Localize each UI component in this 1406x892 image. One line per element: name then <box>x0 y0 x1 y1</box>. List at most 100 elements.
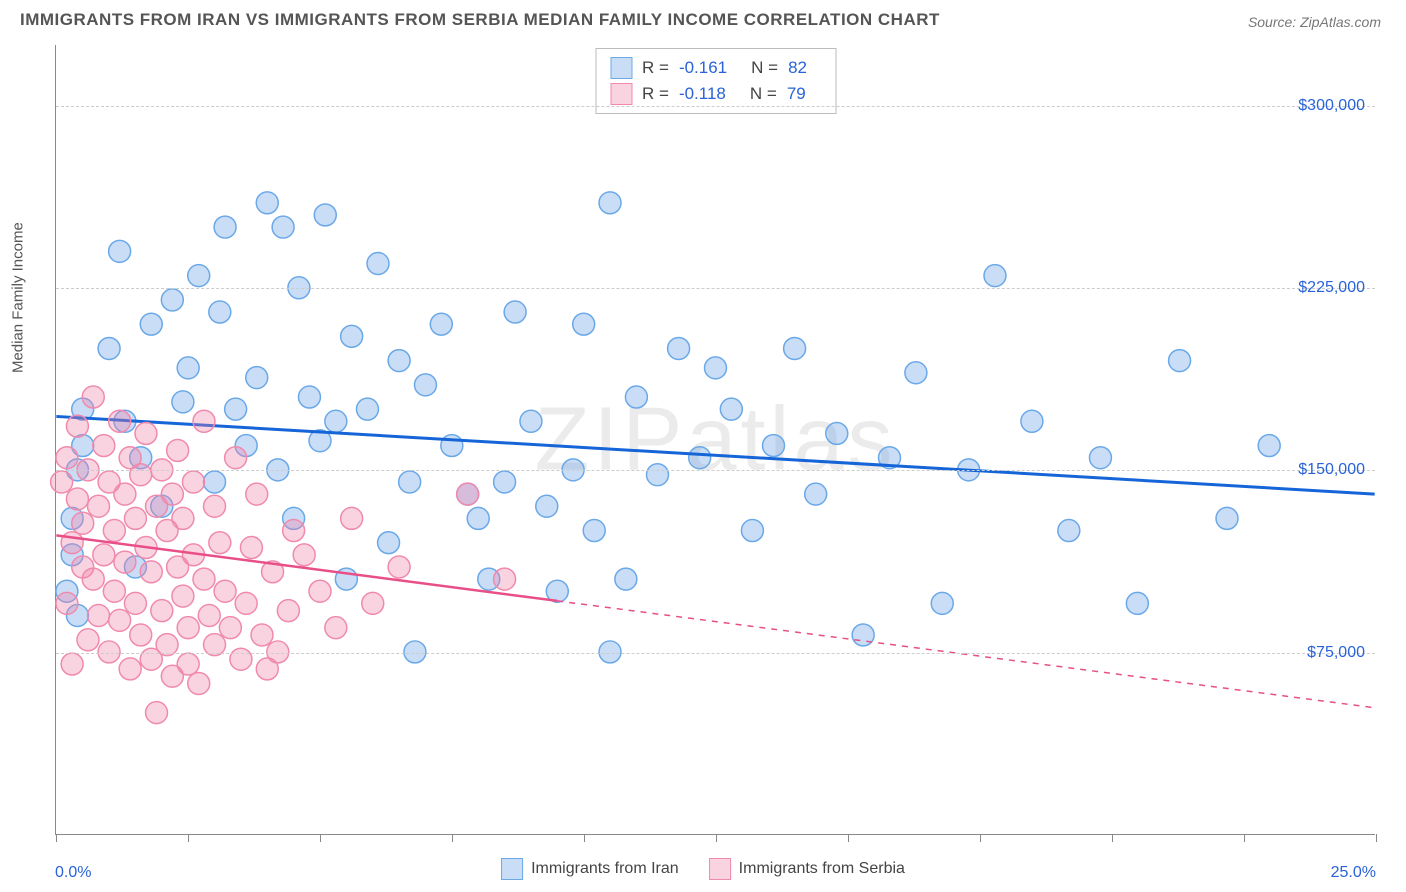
data-point-serbia <box>494 568 516 590</box>
data-point-serbia <box>172 585 194 607</box>
data-point-iran <box>414 374 436 396</box>
data-point-iran <box>161 289 183 311</box>
data-point-iran <box>905 362 927 384</box>
data-point-iran <box>520 410 542 432</box>
data-point-serbia <box>77 629 99 651</box>
data-point-serbia <box>109 609 131 631</box>
data-point-iran <box>741 520 763 542</box>
swatch-iran <box>501 858 523 880</box>
data-point-iran <box>272 216 294 238</box>
data-point-iran <box>246 367 268 389</box>
data-point-iran <box>615 568 637 590</box>
gridline-h <box>56 470 1375 471</box>
data-point-iran <box>984 265 1006 287</box>
y-axis-title: Median Family Income <box>10 222 27 373</box>
y-tick-label: $75,000 <box>1307 644 1365 662</box>
data-point-serbia <box>209 532 231 554</box>
data-point-serbia <box>251 624 273 646</box>
chart-source: Source: ZipAtlas.com <box>1248 14 1381 30</box>
y-tick-label: $225,000 <box>1298 279 1365 297</box>
data-point-serbia <box>230 648 252 670</box>
data-point-serbia <box>388 556 410 578</box>
data-point-serbia <box>167 439 189 461</box>
data-point-iran <box>668 337 690 359</box>
data-point-serbia <box>82 386 104 408</box>
data-point-iran <box>341 325 363 347</box>
data-point-serbia <box>72 512 94 534</box>
x-tick <box>56 834 57 842</box>
data-point-iran <box>177 357 199 379</box>
data-point-serbia <box>119 658 141 680</box>
x-axis-min-label: 0.0% <box>55 864 91 882</box>
data-point-iran <box>1021 410 1043 432</box>
data-point-serbia <box>103 580 125 602</box>
data-point-serbia <box>130 624 152 646</box>
data-point-iran <box>1089 447 1111 469</box>
data-point-serbia <box>114 483 136 505</box>
data-point-iran <box>599 192 621 214</box>
data-point-serbia <box>151 600 173 622</box>
data-point-iran <box>1258 435 1280 457</box>
data-point-serbia <box>188 672 210 694</box>
data-point-iran <box>784 337 806 359</box>
x-tick <box>1112 834 1113 842</box>
data-point-iran <box>763 435 785 457</box>
data-point-iran <box>720 398 742 420</box>
data-point-iran <box>1216 507 1238 529</box>
data-point-serbia <box>172 507 194 529</box>
swatch-serbia <box>709 858 731 880</box>
data-point-serbia <box>177 653 199 675</box>
data-point-serbia <box>114 551 136 573</box>
data-point-serbia <box>283 520 305 542</box>
data-point-iran <box>314 204 336 226</box>
data-point-serbia <box>193 568 215 590</box>
data-point-serbia <box>193 410 215 432</box>
data-point-iran <box>367 253 389 275</box>
data-point-serbia <box>61 653 83 675</box>
data-point-iran <box>172 391 194 413</box>
data-point-serbia <box>161 483 183 505</box>
data-point-iran <box>430 313 452 335</box>
data-point-serbia <box>146 702 168 724</box>
data-point-serbia <box>51 471 73 493</box>
data-point-serbia <box>88 495 110 517</box>
data-point-serbia <box>124 592 146 614</box>
gridline-h <box>56 288 1375 289</box>
gridline-h <box>56 653 1375 654</box>
data-point-iran <box>388 350 410 372</box>
data-point-serbia <box>182 471 204 493</box>
data-point-serbia <box>135 422 157 444</box>
x-tick <box>188 834 189 842</box>
data-point-serbia <box>66 488 88 510</box>
data-point-iran <box>805 483 827 505</box>
data-point-serbia <box>235 592 257 614</box>
data-point-serbia <box>309 580 331 602</box>
data-point-iran <box>214 216 236 238</box>
legend-item-serbia: Immigrants from Serbia <box>709 858 905 880</box>
data-point-serbia <box>124 507 146 529</box>
data-point-iran <box>298 386 320 408</box>
data-point-iran <box>494 471 516 493</box>
data-point-serbia <box>56 592 78 614</box>
data-point-serbia <box>225 447 247 469</box>
data-point-iran <box>399 471 421 493</box>
x-tick <box>716 834 717 842</box>
data-point-serbia <box>130 464 152 486</box>
data-point-iran <box>325 410 347 432</box>
data-point-iran <box>467 507 489 529</box>
data-point-iran <box>689 447 711 469</box>
data-point-iran <box>647 464 669 486</box>
data-point-serbia <box>362 592 384 614</box>
data-point-iran <box>931 592 953 614</box>
data-point-iran <box>378 532 400 554</box>
data-point-iran <box>573 313 595 335</box>
data-point-iran <box>705 357 727 379</box>
data-point-serbia <box>240 537 262 559</box>
x-tick <box>980 834 981 842</box>
data-point-serbia <box>219 617 241 639</box>
legend-item-iran: Immigrants from Iran <box>501 858 679 880</box>
data-point-serbia <box>93 544 115 566</box>
data-point-serbia <box>198 605 220 627</box>
data-point-serbia <box>93 435 115 457</box>
scatter-svg <box>56 45 1375 834</box>
